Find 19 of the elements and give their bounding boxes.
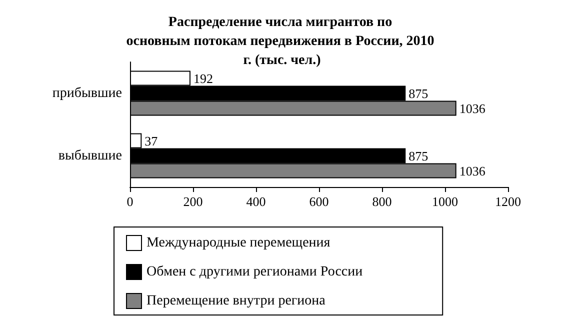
legend-label: Обмен с другими регионами России	[146, 264, 364, 280]
chart-title: Распределение числа мигрантов по основным потокам передвижения в России, 2010 г. (тыс. чел.)	[126, 15, 438, 68]
x-tick-label: 800	[372, 194, 392, 209]
y-tick-label: прибывшие	[52, 86, 122, 101]
x-tick-label: 1200	[495, 194, 521, 209]
x-tick-label: 1000	[432, 194, 458, 209]
legend-label: Международные перемещения	[146, 236, 331, 250]
x-tick-label: 600	[309, 194, 329, 209]
data-label: 192	[193, 70, 213, 86]
data-label: 1036	[459, 163, 486, 178]
legend-label: Перемещение внутри региона	[146, 294, 326, 308]
data-label: 37	[144, 133, 158, 148]
x-tick-label: 0	[126, 194, 134, 209]
data-label: 875	[408, 86, 428, 101]
x-tick-label: 200	[183, 194, 203, 209]
data-label: 875	[408, 148, 428, 164]
data-label: 1036	[459, 100, 486, 116]
y-tick-label: выбывшие	[58, 148, 122, 164]
x-tick-label: 400	[246, 194, 266, 209]
